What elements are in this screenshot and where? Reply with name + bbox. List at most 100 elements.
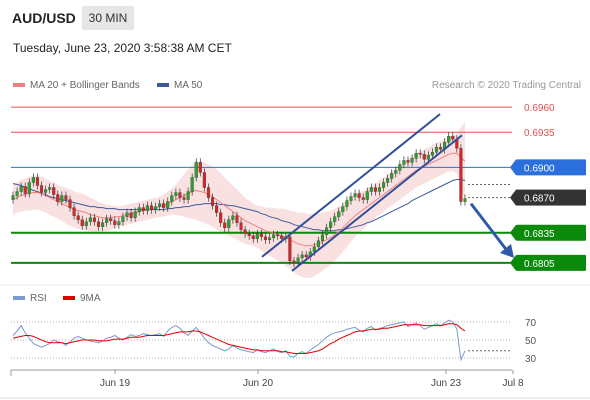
- candle-body-33: [145, 205, 149, 211]
- candle-body-77: [324, 227, 329, 235]
- timeframe-button[interactable]: 30 MIN: [82, 6, 134, 30]
- candle-body-0: [11, 195, 15, 200]
- candle-body-54: [231, 215, 235, 220]
- candle-body-96: [402, 160, 406, 165]
- candle-body-47: [202, 172, 206, 188]
- candle-body-85: [357, 193, 361, 198]
- candle-body-87: [365, 191, 369, 200]
- candle-body-69: [292, 260, 296, 264]
- candles: [11, 132, 467, 267]
- candle-body-3: [23, 186, 27, 194]
- candle-body-29: [129, 212, 133, 218]
- timestamp: Tuesday, June 23, 2020 3:58:38 AM CET: [13, 41, 232, 55]
- candle-body-37: [162, 203, 166, 208]
- candle-body-11: [56, 194, 60, 202]
- x-tick-label-0: Jun 19: [100, 378, 130, 389]
- level-badge-arrow-2: [510, 159, 516, 176]
- candle-body-64: [272, 234, 276, 238]
- level-badge-3: [516, 224, 586, 241]
- candle-body-46: [198, 162, 202, 173]
- candle-body-28: [125, 212, 129, 217]
- candle-body-20: [92, 217, 96, 222]
- candle-body-40: [174, 192, 178, 196]
- ma50-swatch: [157, 83, 169, 88]
- candle-body-61: [259, 233, 263, 237]
- legend-rsi: RSI: [13, 293, 47, 304]
- level-badge-arrow-4: [510, 254, 516, 271]
- rsi-swatch: [13, 296, 25, 301]
- candle-body-80: [337, 211, 341, 217]
- candle-body-43: [186, 191, 190, 200]
- candle-body-103: [430, 152, 434, 156]
- candle-body-38: [166, 201, 170, 208]
- candle-body-19: [88, 217, 92, 222]
- current-price-label: 0.6870: [524, 194, 555, 205]
- candle-body-57: [243, 229, 247, 234]
- candle-body-82: [345, 200, 349, 207]
- candle-body-10: [52, 187, 56, 195]
- chart-header: AUD/USD 30 MIN: [0, 0, 590, 38]
- candle-body-23: [105, 218, 109, 223]
- candle-body-42: [182, 197, 186, 200]
- candle-body-86: [361, 197, 365, 200]
- rsi-ma-swatch: [63, 296, 75, 301]
- legend-ma20: MA 20 + Bollinger Bands: [13, 80, 140, 91]
- candle-body-99: [414, 153, 418, 159]
- candle-body-93: [390, 173, 394, 179]
- ma20-swatch: [13, 83, 25, 88]
- candle-body-32: [141, 207, 145, 211]
- candle-body-49: [210, 197, 215, 206]
- level-label-2: 0.6900: [524, 163, 555, 174]
- legend-ma50: MA 50: [157, 80, 202, 91]
- candle-body-89: [373, 187, 377, 192]
- candle-body-39: [170, 195, 174, 202]
- candle-body-27: [121, 216, 125, 222]
- candle-body-36: [158, 203, 162, 207]
- level-label-1: 0.6935: [524, 128, 555, 139]
- candle-body-1: [15, 191, 19, 196]
- candle-body-25: [113, 220, 117, 225]
- candle-body-101: [422, 154, 426, 160]
- level-label-3: 0.6835: [524, 229, 555, 240]
- candle-body-71: [300, 254, 304, 259]
- candle-body-12: [60, 195, 64, 202]
- candle-body-68: [288, 236, 292, 262]
- candle-body-94: [394, 170, 398, 174]
- candle-body-18: [84, 221, 88, 226]
- candle-body-21: [96, 221, 101, 227]
- candle-body-108: [451, 136, 455, 140]
- candle-body-84: [353, 193, 357, 197]
- candle-body-62: [263, 236, 268, 240]
- level-badge-4: [516, 254, 586, 271]
- rsi-ma-line: [12, 323, 466, 354]
- candle-body-30: [133, 211, 137, 218]
- level-label-0: 0.6960: [524, 103, 555, 114]
- rsi-label: RSI: [30, 293, 47, 304]
- candle-body-105: [439, 147, 443, 150]
- candle-body-91: [382, 182, 386, 188]
- candle-body-17: [80, 219, 84, 226]
- candle-body-35: [153, 206, 158, 210]
- candle-body-48: [206, 187, 211, 198]
- credit-text: Research © 2020 Trading Central: [431, 80, 581, 91]
- candle-body-13: [64, 195, 68, 200]
- candle-body-76: [320, 234, 325, 241]
- channel-upper-line: [261, 113, 441, 258]
- current-price-badge: [516, 189, 586, 206]
- candle-body-92: [386, 178, 390, 183]
- symbol-label: AUD/USD: [12, 10, 76, 26]
- candle-body-83: [349, 196, 353, 201]
- candle-body-70: [296, 257, 300, 264]
- candle-body-100: [418, 153, 422, 155]
- rsi-tick-0: 70: [525, 318, 537, 329]
- candle-body-24: [109, 218, 113, 221]
- candle-body-6: [35, 177, 39, 186]
- candle-body-55: [235, 215, 239, 223]
- candle-body-16: [76, 215, 80, 220]
- candle-body-107: [447, 136, 451, 143]
- x-tick-label-1: Jun 20: [243, 378, 273, 389]
- candle-body-9: [48, 187, 52, 190]
- candle-body-14: [68, 199, 72, 208]
- candle-body-98: [410, 158, 414, 163]
